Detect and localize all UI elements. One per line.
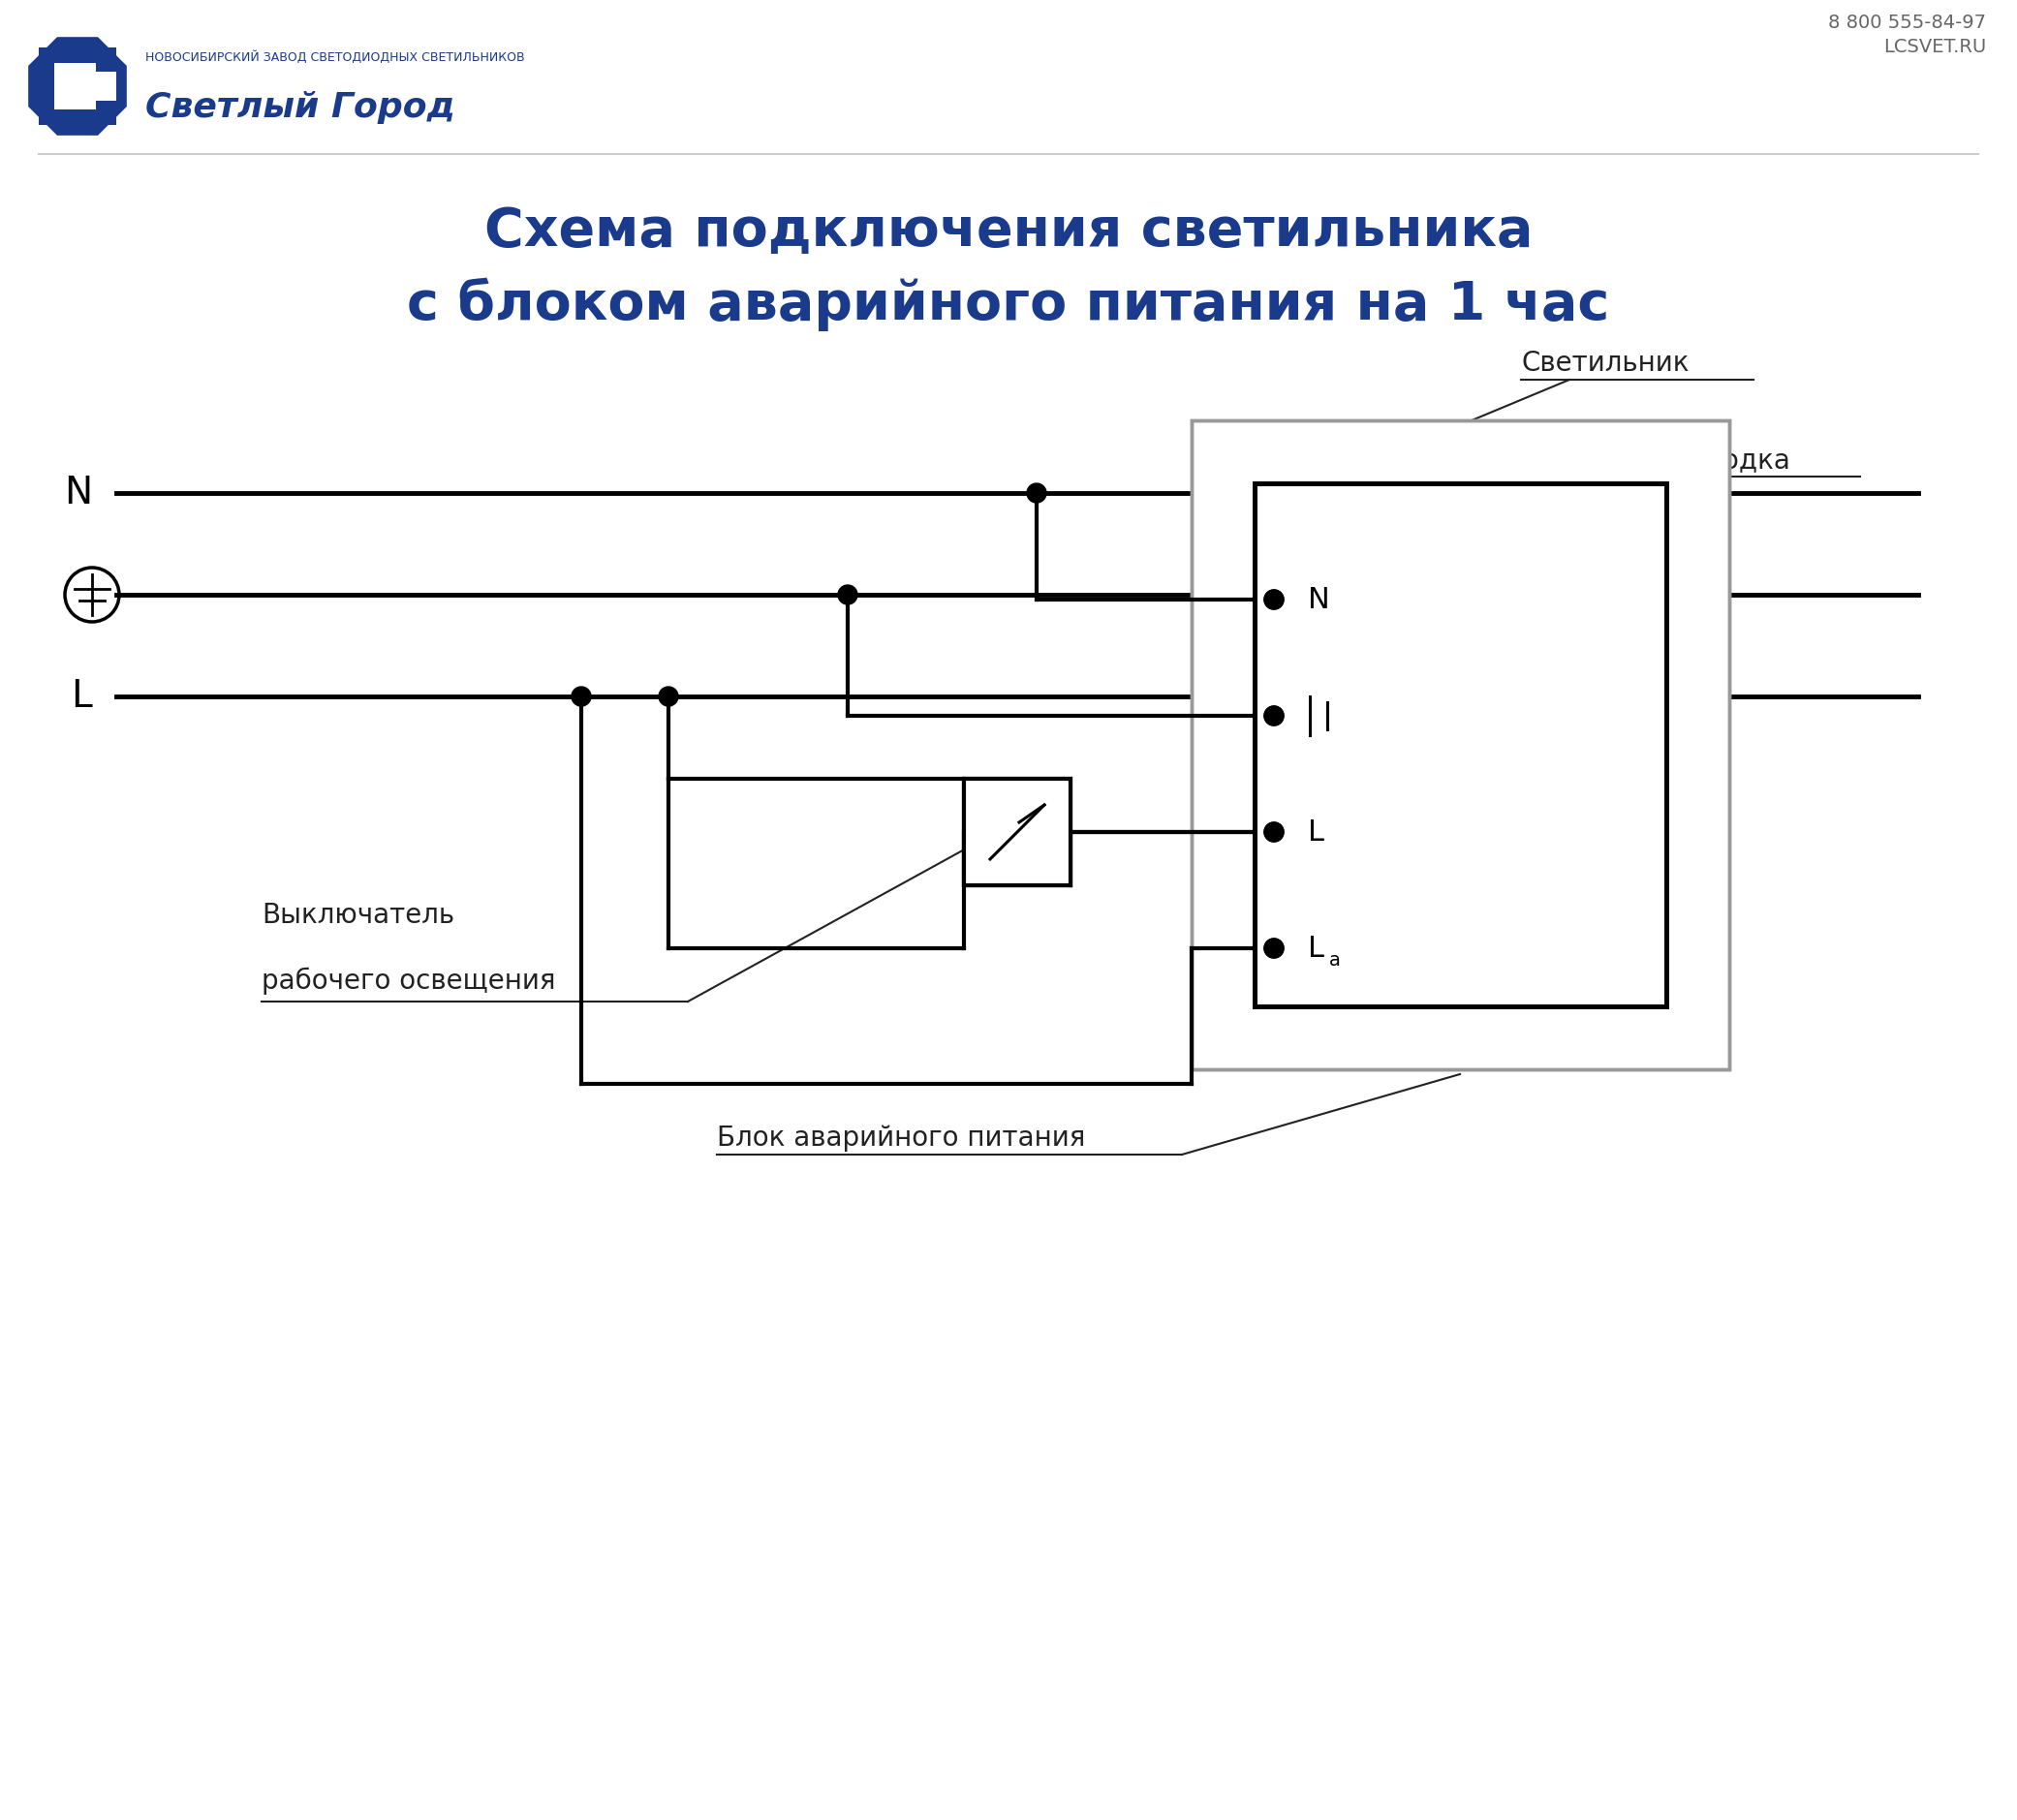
Circle shape	[660, 686, 678, 706]
Circle shape	[1265, 706, 1283, 726]
Text: Схема подключения светильника: Схема подключения светильника	[484, 206, 1533, 258]
Circle shape	[1265, 939, 1283, 957]
Text: N: N	[1307, 586, 1329, 613]
Text: LCSVET.RU: LCSVET.RU	[1884, 38, 1987, 56]
Text: a: a	[1329, 950, 1341, 968]
Text: Выключатель: Выключатель	[262, 901, 454, 928]
Bar	[1192, 420, 1729, 1070]
Circle shape	[1027, 484, 1047, 502]
Text: Светильник: Светильник	[1521, 349, 1688, 377]
Circle shape	[837, 584, 857, 604]
Text: рабочего освещения: рабочего освещения	[262, 968, 555, 996]
Circle shape	[1265, 823, 1283, 841]
Circle shape	[1265, 706, 1283, 726]
Polygon shape	[38, 47, 115, 124]
Polygon shape	[28, 36, 127, 135]
Text: 8 800 555-84-97: 8 800 555-84-97	[1827, 13, 1987, 33]
Text: НОВОСИБИРСКИЙ ЗАВОД СВЕТОДИОДНЫХ СВЕТИЛЬНИКОВ: НОВОСИБИРСКИЙ ЗАВОД СВЕТОДИОДНЫХ СВЕТИЛЬ…	[145, 51, 524, 64]
Bar	[1255, 484, 1666, 1006]
Bar	[1255, 484, 1666, 1006]
Circle shape	[1265, 939, 1283, 957]
Circle shape	[1265, 590, 1283, 610]
Polygon shape	[38, 47, 115, 124]
Polygon shape	[54, 62, 97, 109]
Bar	[1192, 420, 1729, 1070]
Text: L: L	[1307, 817, 1325, 846]
Text: с блоком аварийного питания на 1 час: с блоком аварийного питания на 1 час	[407, 277, 1610, 331]
Bar	[964, 779, 1071, 885]
Text: L: L	[1307, 934, 1325, 963]
Circle shape	[1265, 590, 1283, 610]
Circle shape	[1265, 823, 1283, 841]
Bar	[1255, 484, 1666, 1006]
Text: Светлый Город: Светлый Город	[145, 91, 456, 124]
Text: L: L	[71, 679, 93, 715]
Text: Клеммная колодка: Клеммная колодка	[1521, 446, 1791, 473]
Circle shape	[571, 686, 591, 706]
Text: Блок аварийного питания: Блок аварийного питания	[716, 1125, 1085, 1152]
Bar	[964, 779, 1071, 885]
Text: N: N	[65, 475, 93, 511]
